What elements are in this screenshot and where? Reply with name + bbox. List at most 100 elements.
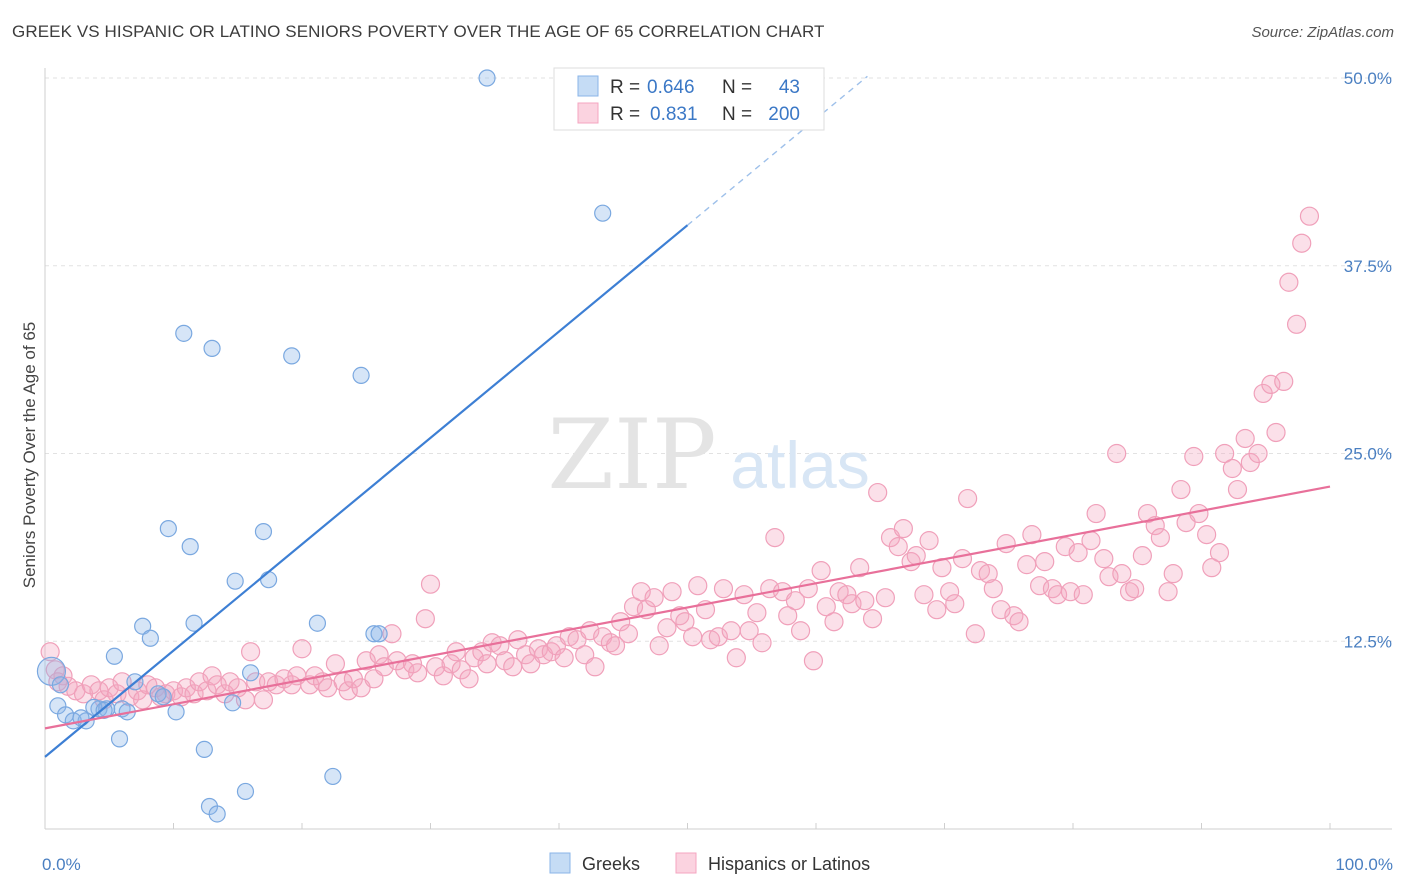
greek-point (105, 647, 123, 665)
legend-n-label-hispanics: N = (722, 104, 752, 125)
hispanic-point (1081, 531, 1101, 551)
series-hispanics-or-latinos (40, 206, 1320, 710)
greek-point (208, 805, 226, 823)
hispanic-point (253, 690, 274, 710)
hispanic-point (1132, 546, 1152, 566)
hispanic-point (1292, 233, 1312, 253)
greek-point (224, 694, 242, 712)
hispanic-point (618, 624, 638, 644)
hispanic-point (752, 633, 772, 653)
hispanic-point (1171, 479, 1191, 500)
legend-r-label-greeks: R = (610, 77, 640, 98)
hispanic-point (220, 672, 240, 692)
greek-point (181, 538, 199, 556)
bottom-legend-swatch-hispanics (675, 852, 697, 874)
hispanic-point (241, 642, 261, 662)
greek-point (159, 519, 177, 538)
hispanic-point (739, 621, 759, 641)
hispanic-point (1266, 422, 1286, 443)
greek-point (283, 347, 301, 365)
hispanic-point (40, 642, 60, 662)
hispanic-point (420, 574, 441, 594)
hispanic-point (829, 582, 849, 602)
greek-point (254, 523, 273, 541)
grid-lines (45, 77, 1392, 642)
hispanic-point (600, 633, 621, 653)
hispanic-point (408, 663, 428, 683)
hispanic-point (1184, 446, 1204, 467)
greek-point (36, 656, 67, 686)
hispanic-point (1017, 555, 1037, 575)
hispanic-point (1137, 503, 1158, 524)
legend-r-value-hispanics: 0.831 (650, 104, 698, 125)
bottom-legend: Greeks Hispanics or Latinos (549, 852, 870, 874)
greek-point (236, 782, 255, 801)
hispanic-point (649, 636, 669, 656)
legend-n-value-hispanics: 200 (768, 104, 800, 125)
greek-point (352, 366, 370, 384)
hispanic-point (670, 606, 690, 626)
hispanic-point (554, 648, 574, 668)
hispanic-point (701, 630, 721, 650)
hispanic-point (1222, 458, 1242, 479)
hispanic-point (785, 591, 806, 611)
hispanic-point (202, 666, 222, 686)
greek-point (110, 730, 129, 748)
greek-point (185, 614, 203, 632)
legend-n-label-greeks: N = (722, 77, 752, 98)
greek-point (308, 614, 327, 632)
hispanic-point (657, 618, 677, 638)
hispanic-point (824, 612, 844, 632)
hispanic-point (1119, 582, 1140, 602)
hispanic-point (965, 624, 985, 644)
hispanic-point (112, 672, 132, 692)
hispanic-point (1163, 564, 1183, 584)
hispanic-point (585, 657, 605, 677)
bottom-legend-label-hispanics: Hispanics or Latinos (708, 854, 870, 874)
hispanic-point (747, 603, 767, 623)
legend-n-value-greeks: 43 (779, 77, 800, 98)
hispanic-point (1158, 582, 1178, 602)
hispanic-point (837, 585, 857, 605)
hispanic-point (713, 579, 734, 599)
hispanic-point (433, 666, 453, 686)
chart-title: GREEK VS HISPANIC OR LATINO SENIORS POVE… (12, 22, 825, 41)
greek-point (154, 688, 172, 706)
y-tick-label: 50.0% (1344, 69, 1392, 88)
hispanic-point (1197, 525, 1217, 545)
hispanic-point (1202, 558, 1222, 578)
hispanic-point (850, 558, 870, 578)
greek-point (149, 685, 167, 703)
hispanic-point (1150, 528, 1170, 548)
hispanic-point (292, 639, 312, 659)
greek-point (324, 767, 342, 786)
greek-point (594, 204, 612, 222)
hispanic-point (958, 488, 978, 509)
hispanic-point (721, 621, 741, 641)
hispanic-point (459, 669, 479, 689)
hispanic-point (415, 609, 435, 629)
hispanic-point (868, 482, 888, 503)
x-tick-label: 0.0% (42, 855, 81, 874)
hispanic-point (983, 579, 1003, 599)
watermark-zip: ZIP (547, 399, 716, 511)
hispanic-point (970, 561, 991, 581)
hispanic-point (996, 534, 1016, 554)
hispanic-point (662, 582, 682, 602)
hispanic-point (940, 582, 960, 602)
hispanic-point (1299, 206, 1320, 226)
legend: R = 0.646 N = 43 R = 0.831 N = 200 (553, 67, 825, 131)
hispanic-point (1248, 443, 1268, 464)
hispanic-point (1107, 443, 1127, 464)
hispanic-point (798, 579, 818, 599)
hispanic-point (906, 546, 926, 566)
watermark: ZIP atlas (547, 399, 869, 511)
hispanic-point (726, 648, 746, 668)
greek-point (203, 339, 221, 357)
hispanic-point (952, 549, 973, 569)
source-label: Source: ZipAtlas.com (1251, 24, 1394, 41)
legend-r-value-greeks: 0.646 (647, 77, 695, 98)
hispanic-point (1035, 552, 1055, 572)
hispanic-point (862, 609, 883, 629)
